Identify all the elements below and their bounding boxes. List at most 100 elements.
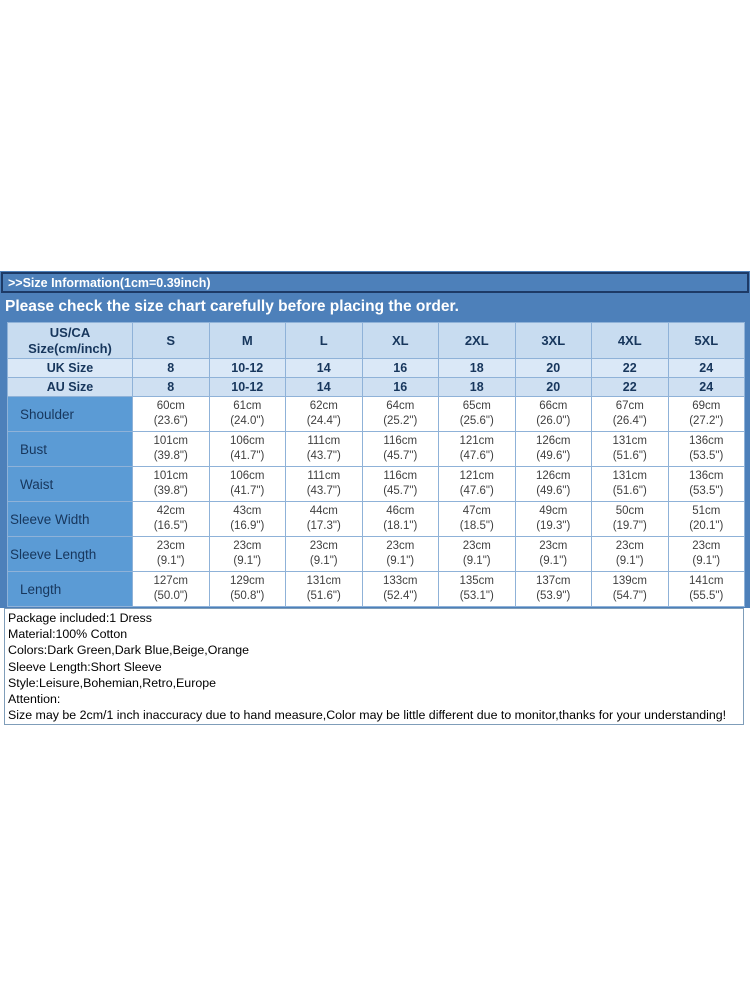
inch-value: (23.6") [153,415,188,427]
cm-value: 69cm [692,400,721,412]
inch-value: (49.6") [536,450,571,462]
cm-value: 101cm [153,470,189,482]
measurement-value-cell: 23cm (9.1") [514,536,592,572]
inch-value: (39.8") [153,450,188,462]
measurement-row-label: Shoulder [7,396,133,432]
measurement-row: Shoulder 60cm (23.6") 61cm (24.0") 62cm (24.4"… [7,396,745,432]
inch-value: (45.7") [383,485,418,497]
cm-value: 136cm [688,470,724,482]
inch-value: (16.9") [230,520,265,532]
cm-value: 44cm [309,505,338,517]
cm-value: 127cm [153,575,189,587]
cm-value: 121cm [459,435,495,447]
measurement-value-cell: 139cm (54.7") [591,571,669,607]
size-column-header: M [208,322,286,359]
inch-value: (49.6") [536,485,571,497]
measurement-value-cell: 64cm (25.2") [361,396,439,432]
inch-value: (26.0") [536,415,571,427]
inch-value: (54.7") [612,590,647,602]
measurement-row-label: Length [7,571,133,607]
cm-value: 129cm [229,575,265,587]
measurement-value-cell: 129cm (50.8") [208,571,286,607]
size-column-header: S [132,322,210,359]
measurement-value-cell: 65cm (25.6") [438,396,516,432]
product-details-box: Package included:1 Dress Material:100% Co… [4,608,744,726]
measurement-value-cell: 106cm (41.7") [208,431,286,467]
details-line: Package included:1 Dress [8,611,152,625]
inch-value: (9.1") [539,555,568,567]
measurement-value-cell: 42cm (16.5") [132,501,210,537]
cm-value: 23cm [386,540,415,552]
inch-value: (25.6") [459,415,494,427]
inch-value: (9.1") [692,555,721,567]
order-note-text: Please check the size chart carefully be… [5,298,459,315]
blue-panel: >>Size Information(1cm=0.39inch) Please … [0,271,750,608]
inch-value: (9.1") [233,555,262,567]
cm-value: 23cm [462,540,491,552]
measurement-value-cell: 121cm (47.6") [438,466,516,502]
inch-value: (51.6") [612,485,647,497]
measurement-value-cell: 133cm (52.4") [361,571,439,607]
cm-value: 23cm [615,540,644,552]
measurement-value-cell: 23cm (9.1") [591,536,669,572]
measurement-value-cell: 101cm (39.8") [132,431,210,467]
conversion-row-label: UK Size [7,358,133,378]
inch-value: (51.6") [612,450,647,462]
measurement-row: Bust 101cm (39.8") 106cm (41.7") 111cm (43.7")… [7,431,745,467]
measurement-row-label: Waist [7,466,133,502]
conversion-value-cell: 16 [361,358,439,378]
inch-value: (9.1") [615,555,644,567]
inch-value: (53.9") [536,590,571,602]
conversion-value-cell: 8 [132,358,210,378]
inch-value: (43.7") [306,485,341,497]
size-column-header: XL [361,322,439,359]
conversion-row: AU Size 8 10-12 14 16 18 20 22 24 [7,377,745,397]
cm-value: 101cm [153,435,189,447]
measurement-row: Waist 101cm (39.8") 106cm (41.7") 111cm (43.7"… [7,466,745,502]
measurement-row: Sleeve Length 23cm (9.1") 23cm (9.1") 23cm (9.… [7,536,745,572]
measurement-row: Sleeve Width 42cm (16.5") 43cm (16.9") 44cm (1… [7,501,745,537]
size-column-header: 4XL [591,322,669,359]
inch-value: (41.7") [230,450,265,462]
measurement-value-cell: 61cm (24.0") [208,396,286,432]
cm-value: 51cm [692,505,721,517]
inch-value: (47.6") [459,450,494,462]
measurement-value-cell: 23cm (9.1") [667,536,745,572]
cm-value: 49cm [539,505,568,517]
measurement-value-cell: 131cm (51.6") [285,571,363,607]
measurement-value-cell: 49cm (19.3") [514,501,592,537]
cm-value: 121cm [459,470,495,482]
table-header-row: US/CA Size(cm/inch) S M L XL 2XL 3XL 4XL 5XL [7,322,745,359]
cm-value: 46cm [386,505,415,517]
measurement-value-cell: 23cm (9.1") [438,536,516,572]
inch-value: (51.6") [306,590,341,602]
size-info-text: >>Size Information(1cm=0.39inch) [8,275,211,290]
cm-value: 23cm [692,540,721,552]
measurement-value-cell: 127cm (50.0") [132,571,210,607]
conversion-value-cell: 10-12 [208,358,286,378]
inch-value: (53.5") [689,485,724,497]
inch-value: (27.2") [689,415,724,427]
cm-value: 116cm [383,470,418,482]
conversion-row-label: AU Size [7,377,133,397]
measurement-row-label: Sleeve Width [7,501,133,537]
measurement-value-cell: 131cm (51.6") [591,431,669,467]
details-line: Material:100% Cotton [8,627,128,642]
inch-value: (24.4") [306,415,341,427]
details-line: Colors:Dark Green,Dark Blue,Beige,Orange [8,643,250,658]
inch-value: (9.1") [309,555,338,567]
measurement-value-cell: 136cm (53.5") [667,431,745,467]
details-line: Style:Leisure,Bohemian,Retro,Europe [8,675,217,690]
cm-value: 50cm [615,505,644,517]
inch-value: (52.4") [383,590,418,602]
measurement-value-cell: 67cm (26.4") [591,396,669,432]
measurement-value-cell: 131cm (51.6") [591,466,669,502]
measurement-value-cell: 44cm (17.3") [285,501,363,537]
conversion-row: UK Size 8 10-12 14 16 18 20 22 24 [7,358,745,378]
inch-value: (53.5") [689,450,724,462]
cm-value: 133cm [382,575,418,587]
cm-value: 136cm [688,435,724,447]
measurement-value-cell: 116cm (45.7") [361,431,439,467]
inch-value: (9.1") [462,555,491,567]
measurement-value-cell: 43cm (16.9") [208,501,286,537]
